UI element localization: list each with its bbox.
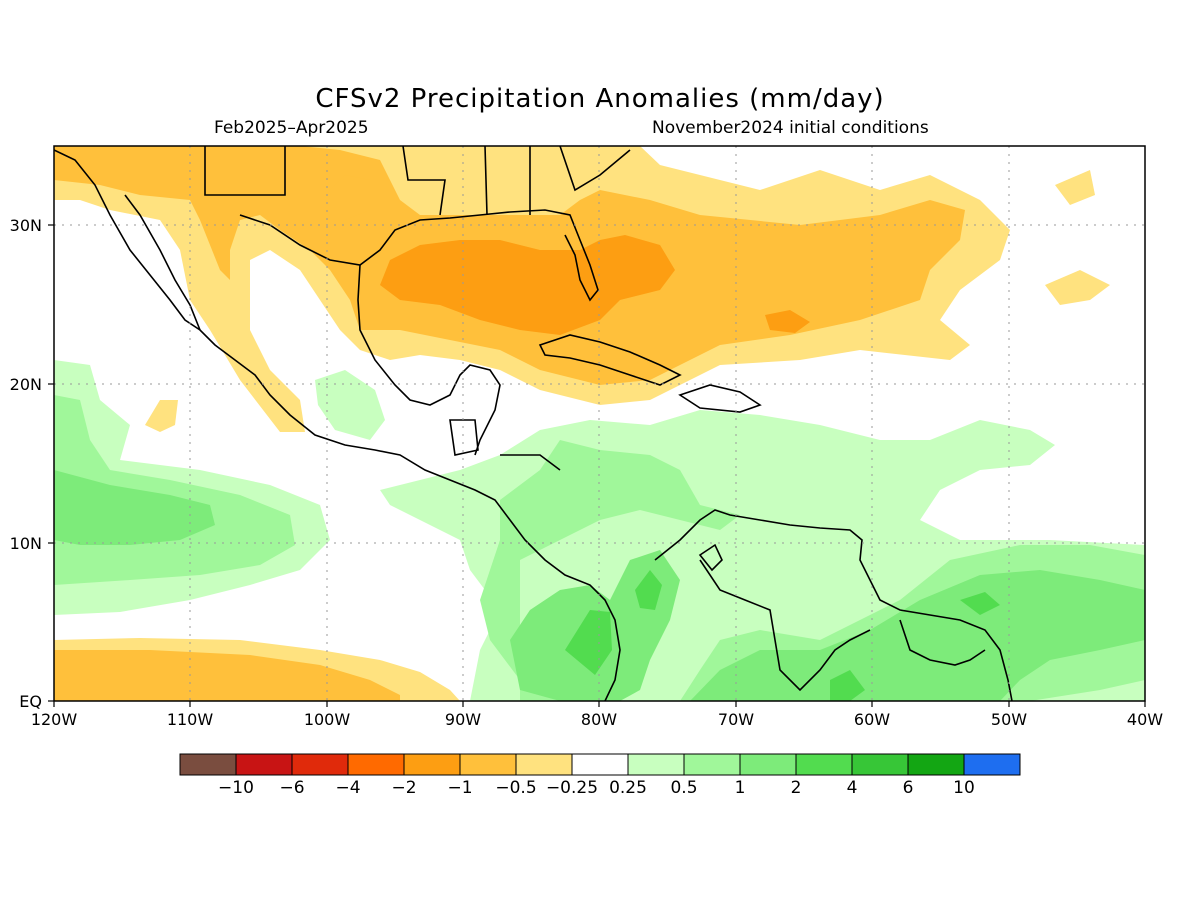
forecast-period: Feb2025–Apr2025 — [214, 118, 369, 138]
anomaly-field — [54, 146, 1145, 701]
lon-tick-110w: 110W — [167, 710, 214, 729]
colorbar-swatch — [683, 753, 741, 776]
lon-tick-60w: 60W — [854, 710, 890, 729]
colorbar: −10 −6 −4 −2 −1 −0.5 −0.25 0.25 0.5 1 2 4 6 10 — [179, 753, 1021, 798]
colorbar-swatch — [459, 753, 517, 776]
colorbar-label: 4 — [847, 778, 858, 798]
lon-tick-40w: 40W — [1127, 710, 1163, 729]
colorbar-label: 6 — [903, 778, 914, 798]
grid — [54, 146, 1145, 701]
colorbar-label: 0.25 — [609, 778, 647, 798]
colorbar-swatch — [795, 753, 853, 776]
colorbar-swatch — [907, 753, 965, 776]
colorbar-swatch — [291, 753, 349, 776]
initial-conditions: November2024 initial conditions — [652, 118, 929, 138]
colorbar-swatch — [179, 753, 237, 776]
colorbar-label: −10 — [218, 778, 254, 798]
colorbar-swatch — [963, 753, 1021, 776]
colorbar-swatch — [739, 753, 797, 776]
colorbar-swatch — [627, 753, 685, 776]
coastlines — [54, 146, 1013, 701]
lon-tick-70w: 70W — [718, 710, 754, 729]
lat-tick-10n: 10N — [10, 534, 42, 553]
colorbar-swatch — [235, 753, 293, 776]
colorbar-swatch — [571, 753, 629, 776]
colorbar-label: 1 — [735, 778, 746, 798]
colorbar-label: −0.25 — [546, 778, 598, 798]
lon-tick-90w: 90W — [445, 710, 481, 729]
lon-tick-80w: 80W — [581, 710, 617, 729]
map-title: CFSv2 Precipitation Anomalies (mm/day) — [315, 84, 885, 114]
colorbar-swatch — [347, 753, 405, 776]
colorbar-label: 0.5 — [670, 778, 697, 798]
colorbar-label: −1 — [447, 778, 472, 798]
lat-tick-eq: EQ — [19, 692, 42, 711]
colorbar-label: −2 — [391, 778, 416, 798]
colorbar-label: 2 — [791, 778, 802, 798]
colorbar-label: −4 — [335, 778, 360, 798]
lon-tick-100w: 100W — [304, 710, 351, 729]
colorbar-label: −0.5 — [495, 778, 536, 798]
lon-tick-50w: 50W — [991, 710, 1027, 729]
colorbar-swatch — [851, 753, 909, 776]
colorbar-label: 10 — [953, 778, 975, 798]
colorbar-label: −6 — [279, 778, 304, 798]
dry-region-peak — [380, 235, 675, 335]
lat-tick-20n: 20N — [10, 375, 42, 394]
lon-tick-120w: 120W — [31, 710, 78, 729]
colorbar-swatch — [403, 753, 461, 776]
lat-tick-30n: 30N — [10, 216, 42, 235]
colorbar-swatch — [515, 753, 573, 776]
